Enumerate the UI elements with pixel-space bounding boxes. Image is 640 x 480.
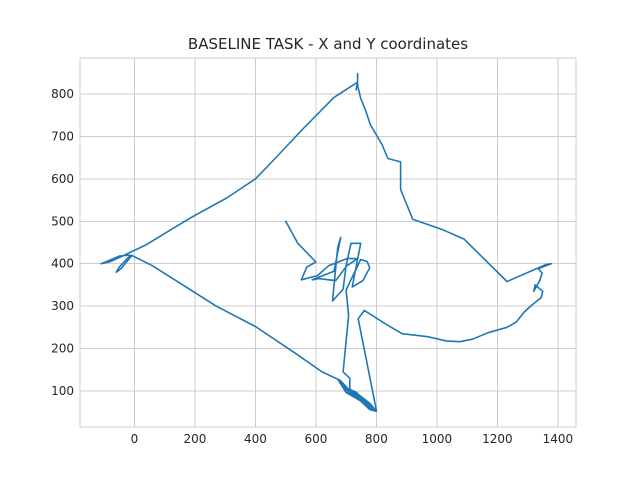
y-tick-label: 400 — [51, 257, 74, 271]
y-axis-ticks: 100 200 300 400 500 600 700 800 — [51, 87, 74, 398]
y-tick-label: 800 — [51, 87, 74, 101]
x-tick-label: 0 — [131, 432, 139, 446]
x-tick-label: 200 — [183, 432, 206, 446]
x-tick-label: 400 — [244, 432, 267, 446]
y-tick-label: 700 — [51, 129, 74, 143]
y-tick-label: 200 — [51, 342, 74, 356]
x-tick-label: 1200 — [482, 432, 513, 446]
x-tick-label: 800 — [365, 432, 388, 446]
x-tick-label: 1000 — [422, 432, 453, 446]
axes-frame — [79, 57, 577, 428]
x-tick-label: 1400 — [543, 432, 574, 446]
x-axis-ticks: 0 200 400 600 800 1000 1200 1400 — [131, 432, 574, 446]
chart-title: BASELINE TASK - X and Y coordinates — [188, 35, 468, 53]
y-tick-label: 500 — [51, 214, 74, 228]
y-tick-label: 100 — [51, 384, 74, 398]
series-line — [100, 72, 552, 413]
grid — [80, 58, 576, 427]
y-tick-label: 600 — [51, 172, 74, 186]
y-tick-label: 300 — [51, 299, 74, 313]
series-group — [100, 72, 552, 413]
x-tick-label: 600 — [304, 432, 327, 446]
